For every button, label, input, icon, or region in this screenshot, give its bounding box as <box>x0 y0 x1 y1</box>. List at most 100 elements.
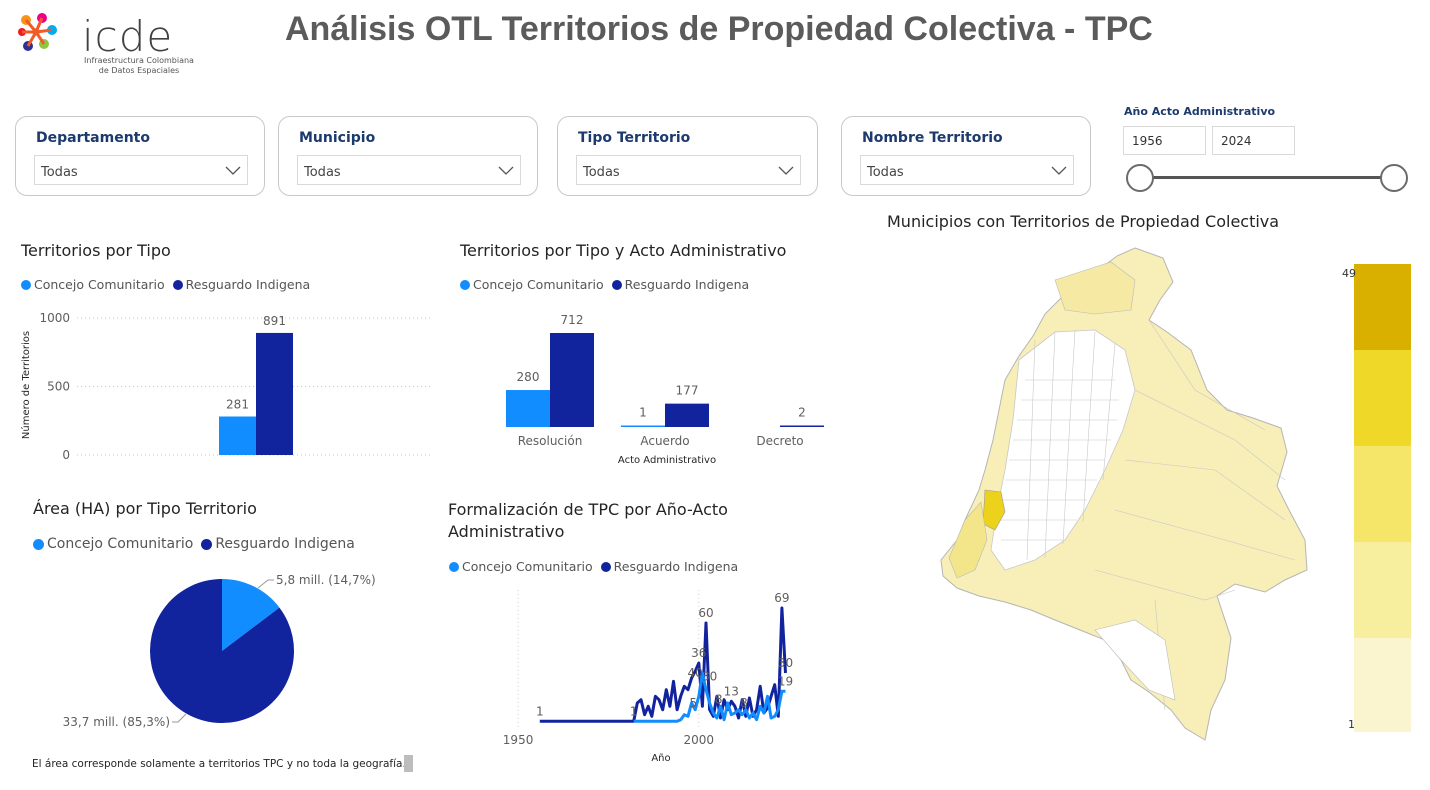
footnote-scroll-marker <box>404 755 413 772</box>
legend-item-concejo[interactable]: Concejo Comunitario <box>21 277 165 292</box>
map-title: Municipios con Territorios de Propiedad … <box>887 212 1280 231</box>
pie-leader-line <box>257 579 274 589</box>
map-andean-region <box>990 329 1136 571</box>
scale-band-2 <box>1354 350 1411 446</box>
scale-band-5 <box>1354 638 1411 732</box>
chart4-title: Formalización de TPC por Año-Acto Admini… <box>448 500 728 541</box>
chart2-legend: Concejo Comunitario Resguardo Indigena <box>460 277 757 292</box>
pie-data-label: 33,7 mill. (85,3%) <box>63 715 170 729</box>
chevron-down-icon <box>1051 166 1067 175</box>
year-to-input[interactable]: 2024 <box>1212 126 1295 155</box>
municipio-dropdown[interactable]: Todas <box>297 155 521 185</box>
line-data-label: 30 <box>702 669 717 683</box>
bar-concejo[interactable] <box>506 390 550 427</box>
dropdown-value: Todas <box>41 165 78 180</box>
legend-item-resguardo[interactable]: Resguardo Indigena <box>611 277 749 292</box>
line-data-label: 8 <box>740 696 748 710</box>
chart3-title: Área (HA) por Tipo Territorio <box>33 499 257 518</box>
logo-subtitle: Infraestructura Colombiana de Datos Espa… <box>84 56 194 75</box>
scale-min-label: 1 <box>1348 718 1355 731</box>
bar-resguardo[interactable] <box>665 403 709 427</box>
chart1-territorios-por-tipo: 1000 500 0 Número de Territorios 281 891 <box>20 311 433 462</box>
year-range-start-handle[interactable] <box>1126 164 1154 192</box>
dropdown-value: Todas <box>304 165 341 180</box>
bar-resguardo[interactable] <box>780 425 824 428</box>
line-data-label: 13 <box>724 684 739 698</box>
dropdown-value: Todas <box>583 165 620 180</box>
line-concejo[interactable] <box>633 671 786 723</box>
bar-data-label: 280 <box>517 370 540 384</box>
bar-resguardo[interactable] <box>256 332 293 455</box>
line-data-label: 19 <box>778 674 793 688</box>
pie-slice-concejo[interactable] <box>222 579 280 651</box>
legend-item-resguardo[interactable]: Resguardo Indigena <box>172 277 310 292</box>
line-data-label: 30 <box>778 656 793 670</box>
line-resguardo[interactable] <box>539 606 787 723</box>
filter-label: Municipio <box>299 130 376 146</box>
filter-label: Departamento <box>36 130 150 146</box>
legend-item-resguardo[interactable]: Resguardo Indigena <box>600 559 738 574</box>
bar-data-label: 177 <box>676 384 699 398</box>
legend-item-resguardo[interactable]: Resguardo Indigena <box>201 536 355 552</box>
scale-band-3 <box>1354 446 1411 542</box>
line-data-label: 60 <box>698 606 713 620</box>
page-title: Análisis OTL Territorios de Propiedad Co… <box>285 10 1153 48</box>
chart3-legend: Concejo Comunitario Resguardo Indigena <box>33 536 363 552</box>
bar-data-label: 281 <box>226 398 249 412</box>
x-tick-label: Acuerdo <box>640 434 689 448</box>
x-axis-label: Acto Administrativo <box>618 455 716 466</box>
scale-band-1 <box>1354 264 1411 350</box>
bar-concejo[interactable] <box>219 416 256 455</box>
legend-item-concejo[interactable]: Concejo Comunitario <box>460 277 604 292</box>
line-data-label: 40 <box>688 666 703 680</box>
nombre-territorio-dropdown[interactable]: Todas <box>860 155 1074 185</box>
departamento-dropdown[interactable]: Todas <box>34 155 248 185</box>
y-tick-label: 1000 <box>39 311 70 325</box>
filter-label: Tipo Territorio <box>578 130 691 146</box>
y-tick-label: 500 <box>47 380 70 394</box>
year-range-label: Año Acto Administrativo <box>1124 105 1276 118</box>
footnote: El área corresponde solamente a territor… <box>32 758 406 770</box>
line-data-label: 69 <box>774 591 789 605</box>
map-municipality-borders <box>999 319 1296 711</box>
legend-item-concejo[interactable]: Concejo Comunitario <box>449 559 593 574</box>
chevron-down-icon <box>225 166 241 175</box>
bar-data-label: 712 <box>561 313 584 327</box>
filter-municipio: Municipio Todas <box>278 116 538 196</box>
x-tick-label: Decreto <box>756 434 803 448</box>
scale-max-label: 49 <box>1342 267 1356 280</box>
filter-nombre-territorio: Nombre Territorio Todas <box>841 116 1091 196</box>
filter-departamento: Departamento Todas <box>15 116 265 196</box>
x-tick-label: Resolución <box>518 434 583 448</box>
chart2-territorios-por-acto: 280 712 Resolución 1 177 Acuerdo 2 Decreto Acto … <box>506 313 824 466</box>
line-data-label: 5 <box>690 696 698 710</box>
chart1-title: Territorios por Tipo <box>21 241 171 260</box>
dropdown-value: Todas <box>867 165 904 180</box>
line-data-label: 36 <box>691 646 706 660</box>
chevron-down-icon <box>498 166 514 175</box>
x-tick-label: 2000 <box>684 733 715 747</box>
bar-resguardo[interactable] <box>550 333 594 427</box>
line-data-label: 1 <box>630 704 638 718</box>
pie-slice-resguardo[interactable] <box>149 579 294 723</box>
year-range-end-handle[interactable] <box>1380 164 1408 192</box>
bar-concejo[interactable] <box>621 425 665 428</box>
colombia-choropleth-map[interactable] <box>935 240 1315 750</box>
map-color-scale: 49 1 <box>1342 264 1411 732</box>
year-range-track <box>1140 176 1394 179</box>
logo-text: icde <box>82 12 174 61</box>
year-from-input[interactable]: 1956 <box>1123 126 1206 155</box>
map-south-region <box>1094 619 1176 701</box>
map-pacific-coast <box>948 501 988 579</box>
tipo-territorio-dropdown[interactable]: Todas <box>576 155 801 185</box>
bar-data-label: 891 <box>263 314 286 328</box>
line-data-label: 1 <box>536 704 544 718</box>
x-axis-label: Año <box>651 753 670 764</box>
legend-item-concejo[interactable]: Concejo Comunitario <box>33 536 193 552</box>
filter-tipo-territorio: Tipo Territorio Todas <box>557 116 818 196</box>
line-data-label: 8 <box>715 693 723 707</box>
y-axis-label: Número de Territorios <box>20 331 32 439</box>
chart4-legend: Concejo Comunitario Resguardo Indigena <box>449 559 746 574</box>
bar-data-label: 2 <box>798 406 806 420</box>
